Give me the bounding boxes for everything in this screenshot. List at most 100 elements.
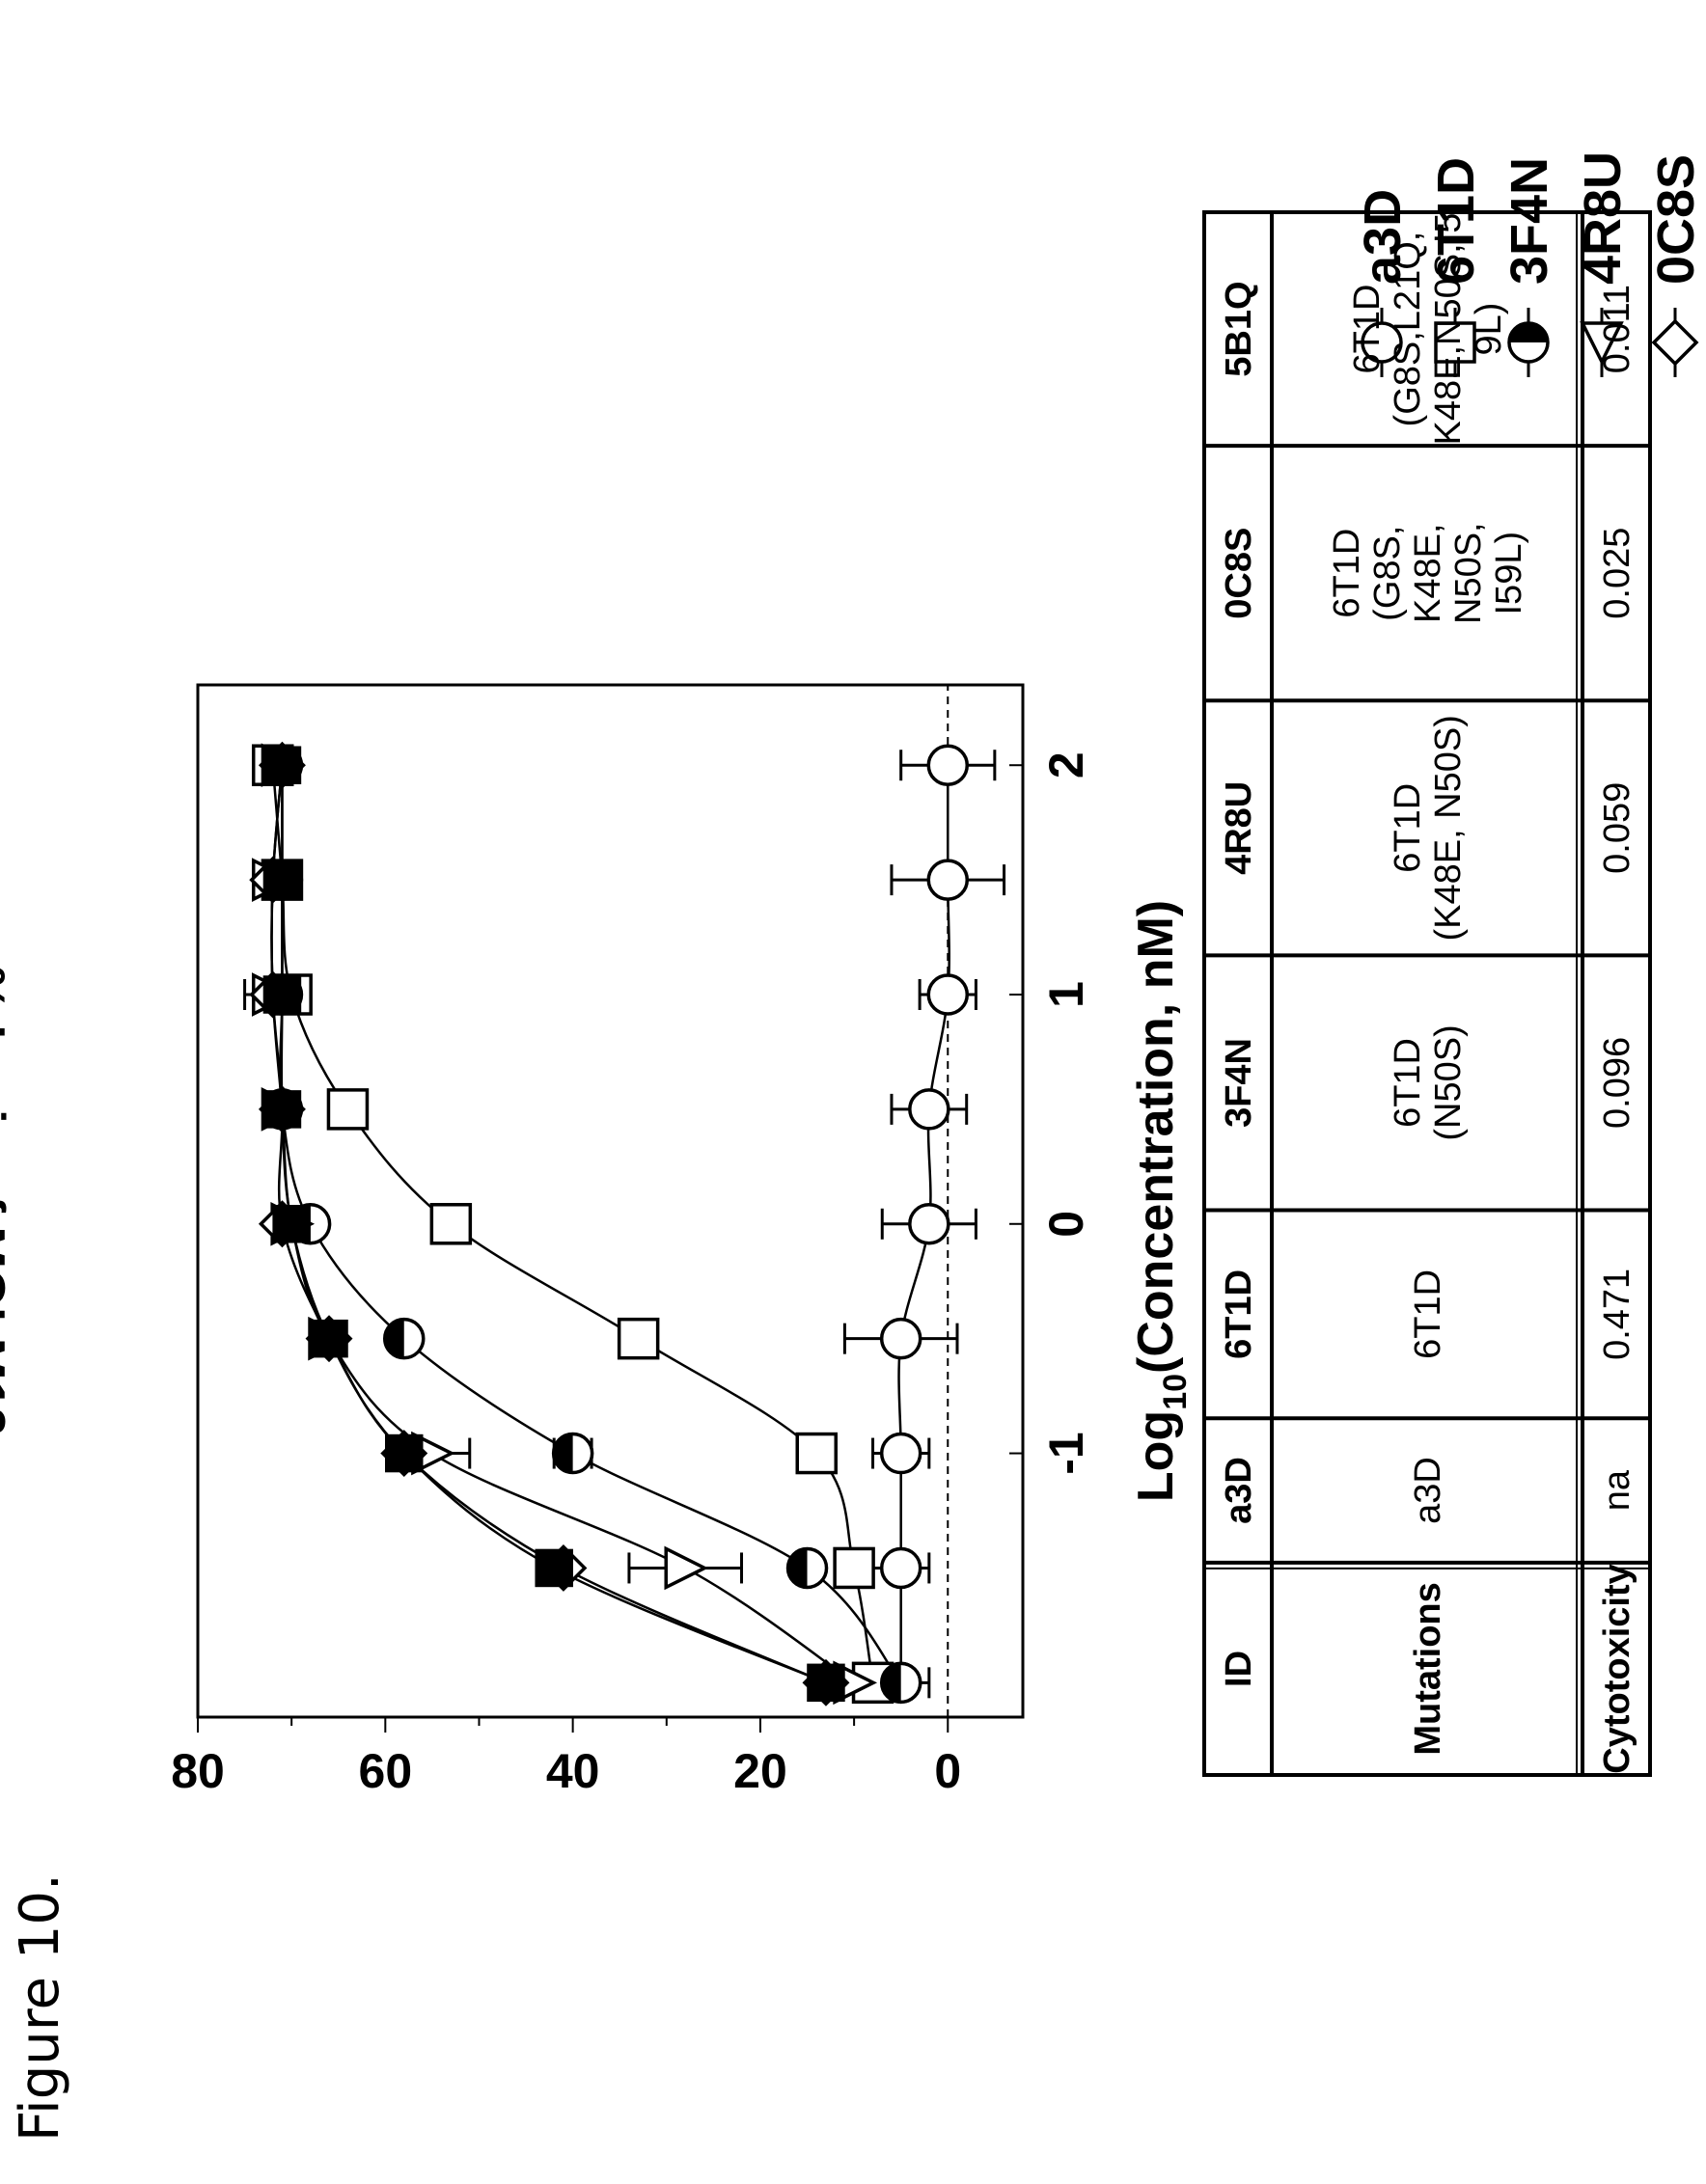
table-cell-mutation: K48E,N50S,I5	[1428, 213, 1469, 446]
x-axis-title-main: Log	[1128, 1410, 1184, 1502]
marker-3f4n-legend	[1507, 321, 1550, 364]
marker-6t1d-3	[617, 1317, 660, 1360]
plot-frame	[196, 683, 1025, 1719]
table-cell-mutation: K48E,	[1408, 523, 1448, 623]
marker-4r8u-1	[664, 1545, 709, 1591]
table-cell-id: 6T1D	[1219, 1269, 1259, 1359]
table-cell-cytotoxicity: 0.096	[1597, 1037, 1637, 1129]
table-cell-cytotoxicity: 0.059	[1597, 782, 1637, 874]
legend: a3D6T1D3F4N4R8U0C8S5B1Q	[1354, 151, 1705, 377]
marker-5b1q-4	[272, 1205, 311, 1243]
marker-6t1d-5	[326, 1088, 370, 1131]
marker-6t1d-2	[795, 1432, 838, 1475]
table-cell-mutation: (G8S,L21Q,	[1388, 232, 1428, 427]
y-tick-label: 20	[733, 1744, 787, 1798]
y-axis-title: % Lysis of MOLM13	[0, 967, 14, 1435]
table-cell-cytotoxicity: 0.471	[1597, 1269, 1637, 1360]
marker-5b1q-2	[385, 1433, 424, 1473]
legend-label-6t1d: 6T1D	[1427, 157, 1485, 285]
curve-6t1d	[271, 765, 874, 1683]
marker-a3d-2	[879, 1432, 922, 1475]
data-markers	[249, 741, 970, 1706]
table-cell-mutation: N50S,	[1448, 522, 1489, 624]
table-cell-id: 4R8U	[1219, 781, 1259, 875]
marker-a3d-3	[879, 1317, 922, 1360]
table-cell-cytotoxicity: na	[1597, 1469, 1637, 1511]
marker-3f4n-2-fill	[553, 1433, 573, 1473]
x-tick-label: -1	[1039, 1432, 1093, 1474]
table-cell-id: 5B1Q	[1219, 281, 1259, 376]
curve-3f4n	[279, 765, 902, 1684]
x-axis-title: Log10(Concentration, nM)	[1128, 900, 1194, 1502]
curve-5b1q	[280, 765, 827, 1684]
marker-6t1d-legend	[1434, 321, 1476, 364]
marker-5b1q-5	[262, 1090, 302, 1129]
marker-3f4n-3-fill	[384, 1319, 404, 1358]
x-tick-label: 0	[1039, 1211, 1093, 1238]
marker-a3d-6	[926, 973, 970, 1016]
table-cell-id: 3F4N	[1219, 1038, 1259, 1128]
marker-3f4n-0	[879, 1661, 922, 1705]
marker-6t1d-4	[429, 1203, 473, 1245]
y-tick-label: 80	[171, 1744, 225, 1798]
figure-label: Figure 10.	[9, 1873, 71, 2142]
y-tick-label: 0	[934, 1744, 961, 1798]
table-cell-mutation: (N50S)	[1428, 1024, 1469, 1140]
legend-item-6t1d: 6T1D	[1427, 157, 1485, 377]
table-cell-mutation: (K48E, N50S)	[1428, 715, 1469, 941]
marker-5b1q-1	[535, 1548, 573, 1588]
table-border	[1202, 210, 1652, 1777]
x-axis-title-rest: (Concentration, nM)	[1128, 900, 1184, 1374]
table-cell-cytotoxicity: 0.011	[1597, 285, 1637, 373]
legend-item-3f4n: 3F4N	[1500, 157, 1558, 377]
marker-a3d-8	[926, 744, 970, 786]
marker-0c8s-legend	[1651, 318, 1699, 367]
table-cell-mutation: 6T1D	[1347, 285, 1388, 374]
row-header-id: ID	[1219, 1651, 1259, 1687]
y-tick-label: 40	[546, 1744, 600, 1798]
marker-3f4n-1	[785, 1546, 829, 1590]
legend-label-a3d: a3D	[1354, 189, 1412, 285]
y-tick-label: 60	[359, 1744, 413, 1798]
marker-5b1q-8	[262, 746, 302, 784]
marker-a3d-1	[879, 1546, 922, 1590]
marker-a3d-4	[908, 1203, 950, 1245]
table-cell-mutation: a3D	[1408, 1457, 1448, 1524]
x-tick-label: 2	[1039, 751, 1093, 778]
marker-5b1q-7	[262, 860, 302, 899]
marker-3f4n-1-fill	[787, 1548, 808, 1588]
table-cell-mutation: I59L)	[1489, 532, 1529, 615]
legend-item-a3d: a3D	[1354, 189, 1412, 377]
legend-label-3f4n: 3F4N	[1500, 157, 1558, 285]
legend-label-0c8s: 0C8S	[1647, 154, 1705, 285]
marker-4r8u-legend	[1580, 321, 1624, 366]
chart: -1 0 1 2 0 20 40 60 80 % Lysis of MOLM13 Log10(…	[0, 683, 1194, 1798]
marker-a3d-5	[908, 1088, 950, 1131]
marker-3f4n-2	[551, 1432, 594, 1475]
table-cell-cytotoxicity: 0.025	[1597, 528, 1637, 619]
marker-5b1q-3	[310, 1319, 348, 1358]
table-cell-mutation: 6T1D	[1408, 1269, 1448, 1359]
table-cell-id: a3D	[1219, 1457, 1259, 1524]
marker-a3d-7	[926, 859, 970, 901]
marker-6t1d-1	[833, 1546, 875, 1590]
fit-curves	[270, 765, 950, 1684]
marker-3f4n-legend-fill	[1509, 323, 1548, 342]
legend-item-0c8s: 0C8S	[1647, 154, 1705, 377]
table-cell-mutation: (G8S,	[1367, 526, 1408, 621]
x-axis-title-subscript: 10	[1157, 1374, 1194, 1410]
x-axis-ticks: -1 0 1 2	[1009, 751, 1093, 1475]
marker-5b1q-6	[262, 975, 302, 1014]
row-header-mutations: Mutations	[1408, 1582, 1448, 1755]
marker-a3d-legend	[1361, 321, 1403, 364]
table-cell-id: 0C8S	[1219, 528, 1259, 619]
data-table: ID Mutations Cytotoxicity a3D a3D na 6T1D 6T1D 0…	[1202, 210, 1652, 1777]
table-cell-mutation: 9L)	[1469, 303, 1509, 356]
table-cell-mutation: 6T1D	[1388, 1038, 1428, 1128]
y-axis-ticks: 0 20 40 60 80	[171, 1717, 961, 1798]
table-cell-mutation: 6T1D	[1388, 783, 1428, 873]
marker-3f4n-0-fill	[881, 1663, 901, 1703]
x-tick-label: 1	[1039, 981, 1093, 1008]
